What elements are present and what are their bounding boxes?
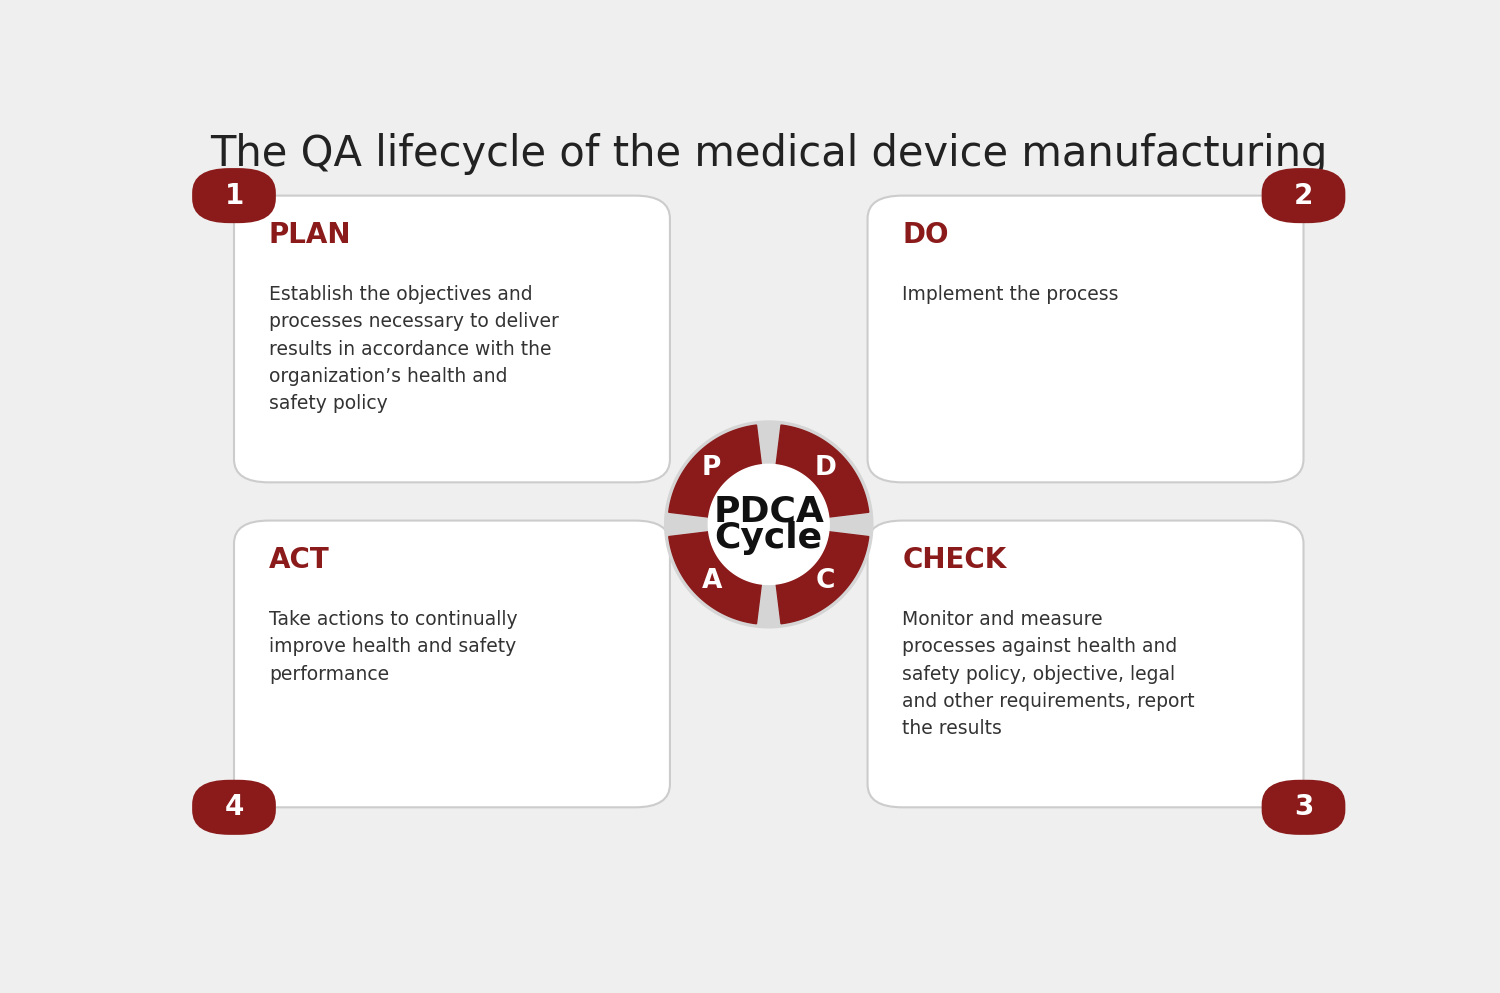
FancyBboxPatch shape [192, 168, 276, 223]
FancyBboxPatch shape [867, 196, 1304, 483]
Text: Cycle: Cycle [714, 520, 824, 555]
Polygon shape [669, 531, 762, 624]
Text: DO: DO [903, 221, 950, 249]
Text: 1: 1 [225, 182, 243, 210]
FancyBboxPatch shape [234, 520, 670, 807]
Text: CHECK: CHECK [903, 546, 1007, 574]
Polygon shape [776, 531, 868, 624]
Polygon shape [669, 425, 762, 517]
Text: PLAN: PLAN [268, 221, 351, 249]
Polygon shape [708, 465, 830, 585]
FancyBboxPatch shape [192, 780, 276, 835]
FancyBboxPatch shape [867, 520, 1304, 807]
PathPatch shape [664, 420, 873, 629]
Text: 2: 2 [1294, 182, 1312, 210]
Text: Establish the objectives and
processes necessary to deliver
results in accordanc: Establish the objectives and processes n… [268, 285, 558, 413]
Text: Implement the process: Implement the process [903, 285, 1119, 304]
Text: P: P [702, 455, 721, 481]
Text: D: D [815, 455, 837, 481]
Text: ACT: ACT [268, 546, 330, 574]
FancyBboxPatch shape [234, 196, 670, 483]
Text: Take actions to continually
improve health and safety
performance: Take actions to continually improve heal… [268, 610, 518, 683]
Text: C: C [816, 568, 836, 594]
Polygon shape [776, 425, 868, 517]
FancyBboxPatch shape [1262, 780, 1346, 835]
Text: A: A [702, 568, 721, 594]
Text: PDCA: PDCA [714, 495, 824, 528]
Text: 3: 3 [1294, 793, 1312, 821]
Text: 4: 4 [225, 793, 243, 821]
Text: The QA lifecycle of the medical device manufacturing: The QA lifecycle of the medical device m… [210, 133, 1328, 175]
Text: Monitor and measure
processes against health and
safety policy, objective, legal: Monitor and measure processes against he… [903, 610, 1196, 738]
FancyBboxPatch shape [1262, 168, 1346, 223]
